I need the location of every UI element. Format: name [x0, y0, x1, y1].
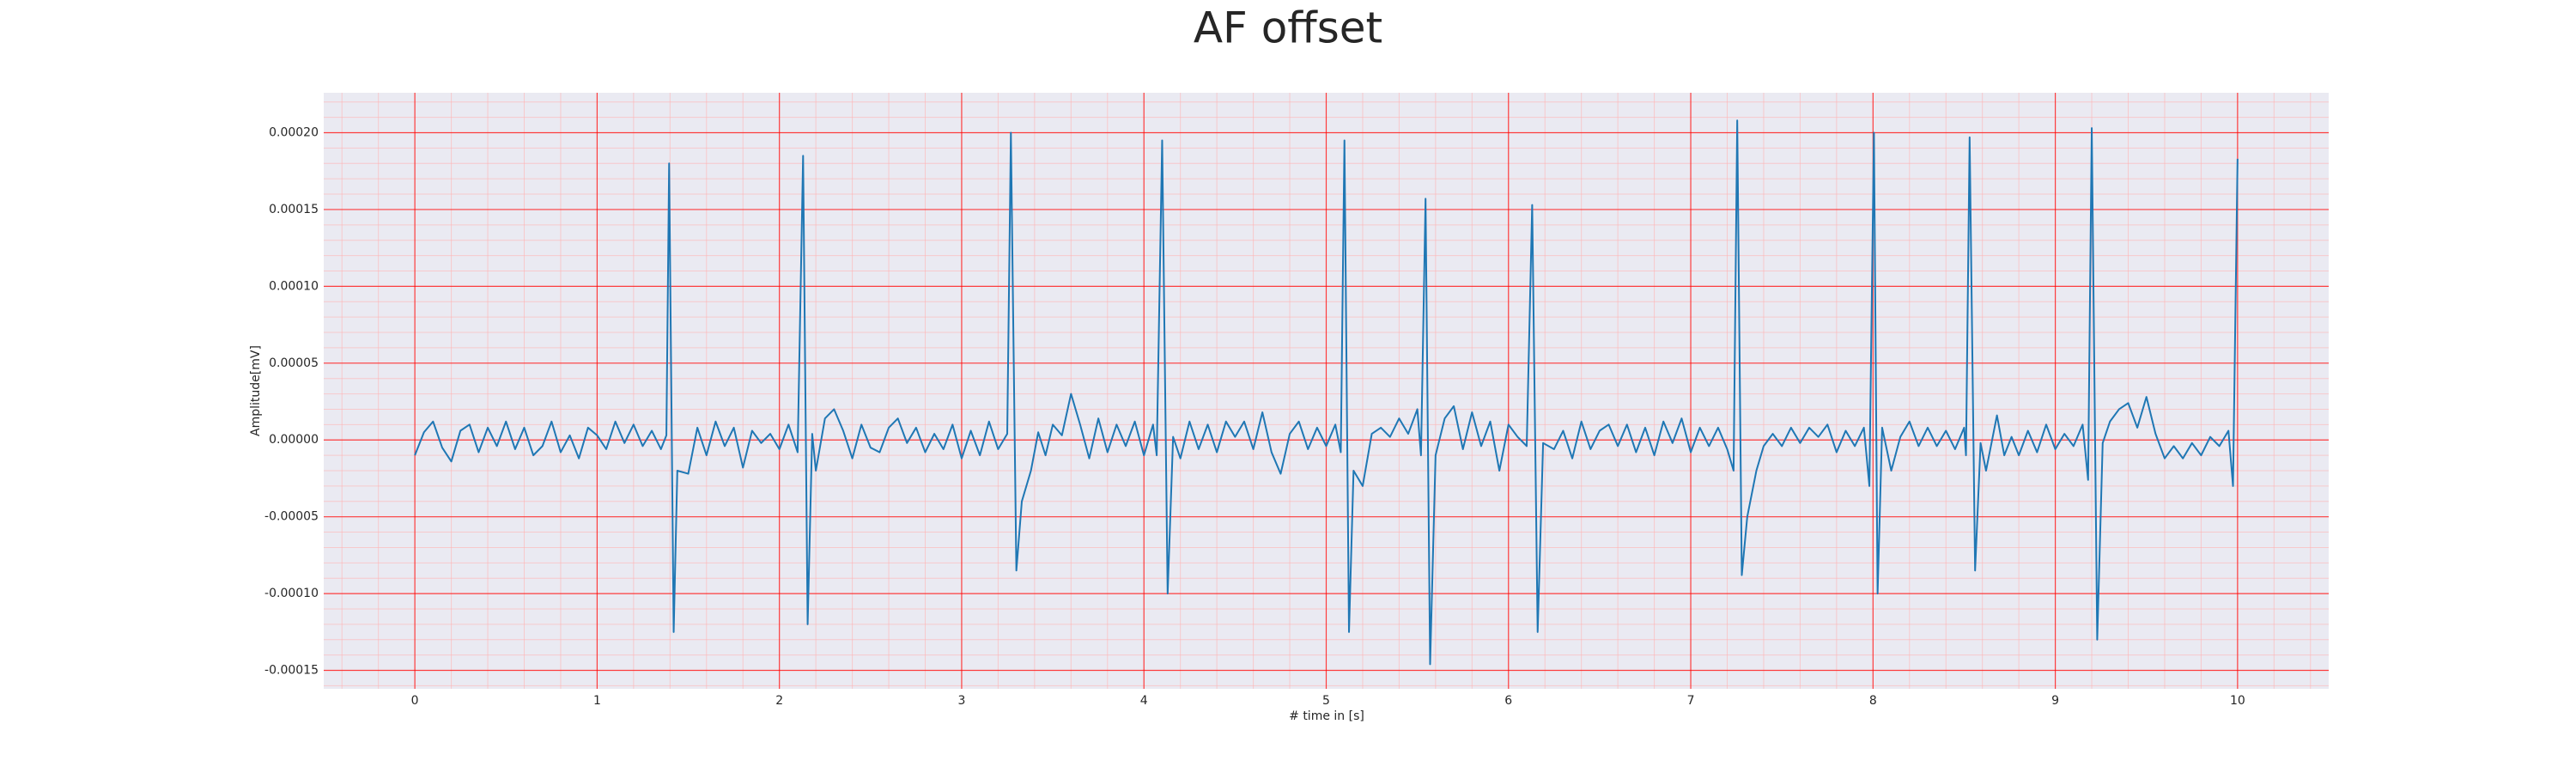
x-tick-label: 10: [2230, 694, 2245, 708]
x-tick-label: 1: [593, 694, 601, 708]
y-tick-label: -0.00015: [264, 664, 319, 678]
x-axis-label: # time in [s]: [1289, 709, 1364, 723]
y-tick-label: 0.00020: [269, 126, 319, 140]
x-tick-label: 5: [1322, 694, 1330, 708]
y-tick-label: 0.00010: [269, 279, 319, 293]
y-tick-label: 0.00015: [269, 203, 319, 216]
x-tick-label: 7: [1687, 694, 1695, 708]
x-tick-label: 8: [1869, 694, 1877, 708]
signal-line: [414, 119, 2239, 666]
x-tick-label: 9: [2051, 694, 2059, 708]
y-axis-label: Amplitude[mV]: [249, 345, 263, 436]
x-tick-label: 2: [775, 694, 783, 708]
y-tick-label: 0.00005: [269, 356, 319, 370]
y-tick-label: -0.00005: [264, 510, 319, 524]
x-tick-label: 3: [957, 694, 965, 708]
y-tick-label: 0.00000: [269, 433, 319, 447]
x-tick-label: 0: [411, 694, 419, 708]
x-tick-label: 4: [1140, 694, 1148, 708]
x-tick-label: 6: [1504, 694, 1512, 708]
y-tick-label: -0.00010: [264, 587, 319, 600]
chart-title: AF offset: [1194, 3, 1382, 53]
